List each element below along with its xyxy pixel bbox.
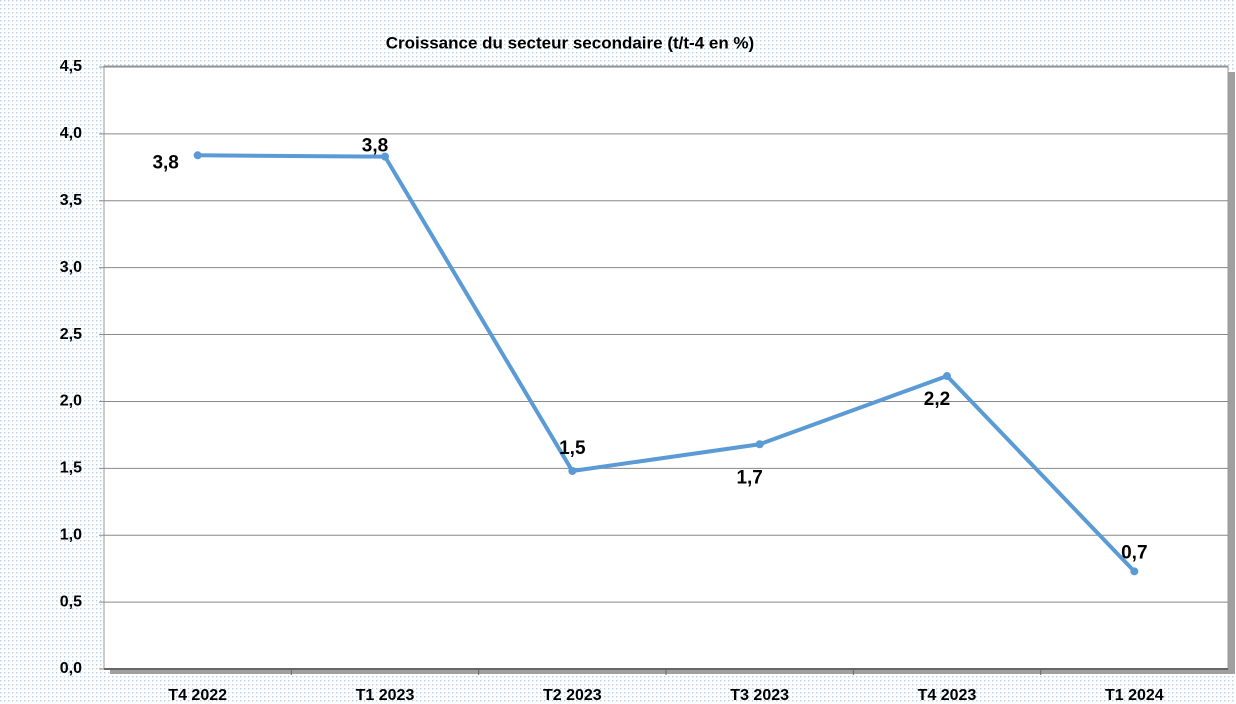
marker bbox=[568, 467, 577, 476]
data-label: 1,5 bbox=[559, 438, 586, 459]
y-tick-label: 0,5 bbox=[60, 593, 82, 610]
y-tick-label: 4,0 bbox=[60, 125, 82, 142]
y-tick-label: 0,0 bbox=[60, 660, 82, 677]
plot-area bbox=[103, 65, 1229, 670]
data-label: 2,2 bbox=[924, 389, 950, 410]
x-tick-label: T2 2023 bbox=[543, 687, 602, 704]
y-tick-label: 1,0 bbox=[60, 526, 82, 543]
marker bbox=[193, 151, 202, 160]
x-tick-label: T4 2022 bbox=[168, 687, 227, 704]
marker bbox=[1130, 567, 1139, 576]
x-tick-label: T3 2023 bbox=[730, 687, 789, 704]
chart-title: Croissance du secteur secondaire (t/t-4 … bbox=[386, 33, 754, 52]
data-label: 0,7 bbox=[1121, 542, 1147, 563]
marker bbox=[381, 152, 389, 161]
y-tick-label: 2,5 bbox=[60, 326, 82, 343]
marker bbox=[755, 440, 764, 449]
x-tick-label: T1 2024 bbox=[1105, 687, 1164, 704]
marker bbox=[943, 372, 951, 381]
data-label: 3,8 bbox=[152, 152, 178, 173]
y-tick-label: 3,0 bbox=[60, 259, 82, 276]
data-label: 1,7 bbox=[736, 467, 762, 488]
data-label: 3,8 bbox=[362, 136, 388, 157]
y-tick-label: 4,5 bbox=[60, 58, 82, 75]
line bbox=[197, 153, 1136, 573]
x-tick-label: T1 2023 bbox=[356, 687, 415, 704]
x-tick-label: T4 2023 bbox=[918, 687, 977, 704]
y-tick-label: 3,5 bbox=[60, 192, 82, 209]
y-tick-label: 1,5 bbox=[60, 460, 82, 477]
y-tick-label: 2,0 bbox=[60, 393, 82, 410]
